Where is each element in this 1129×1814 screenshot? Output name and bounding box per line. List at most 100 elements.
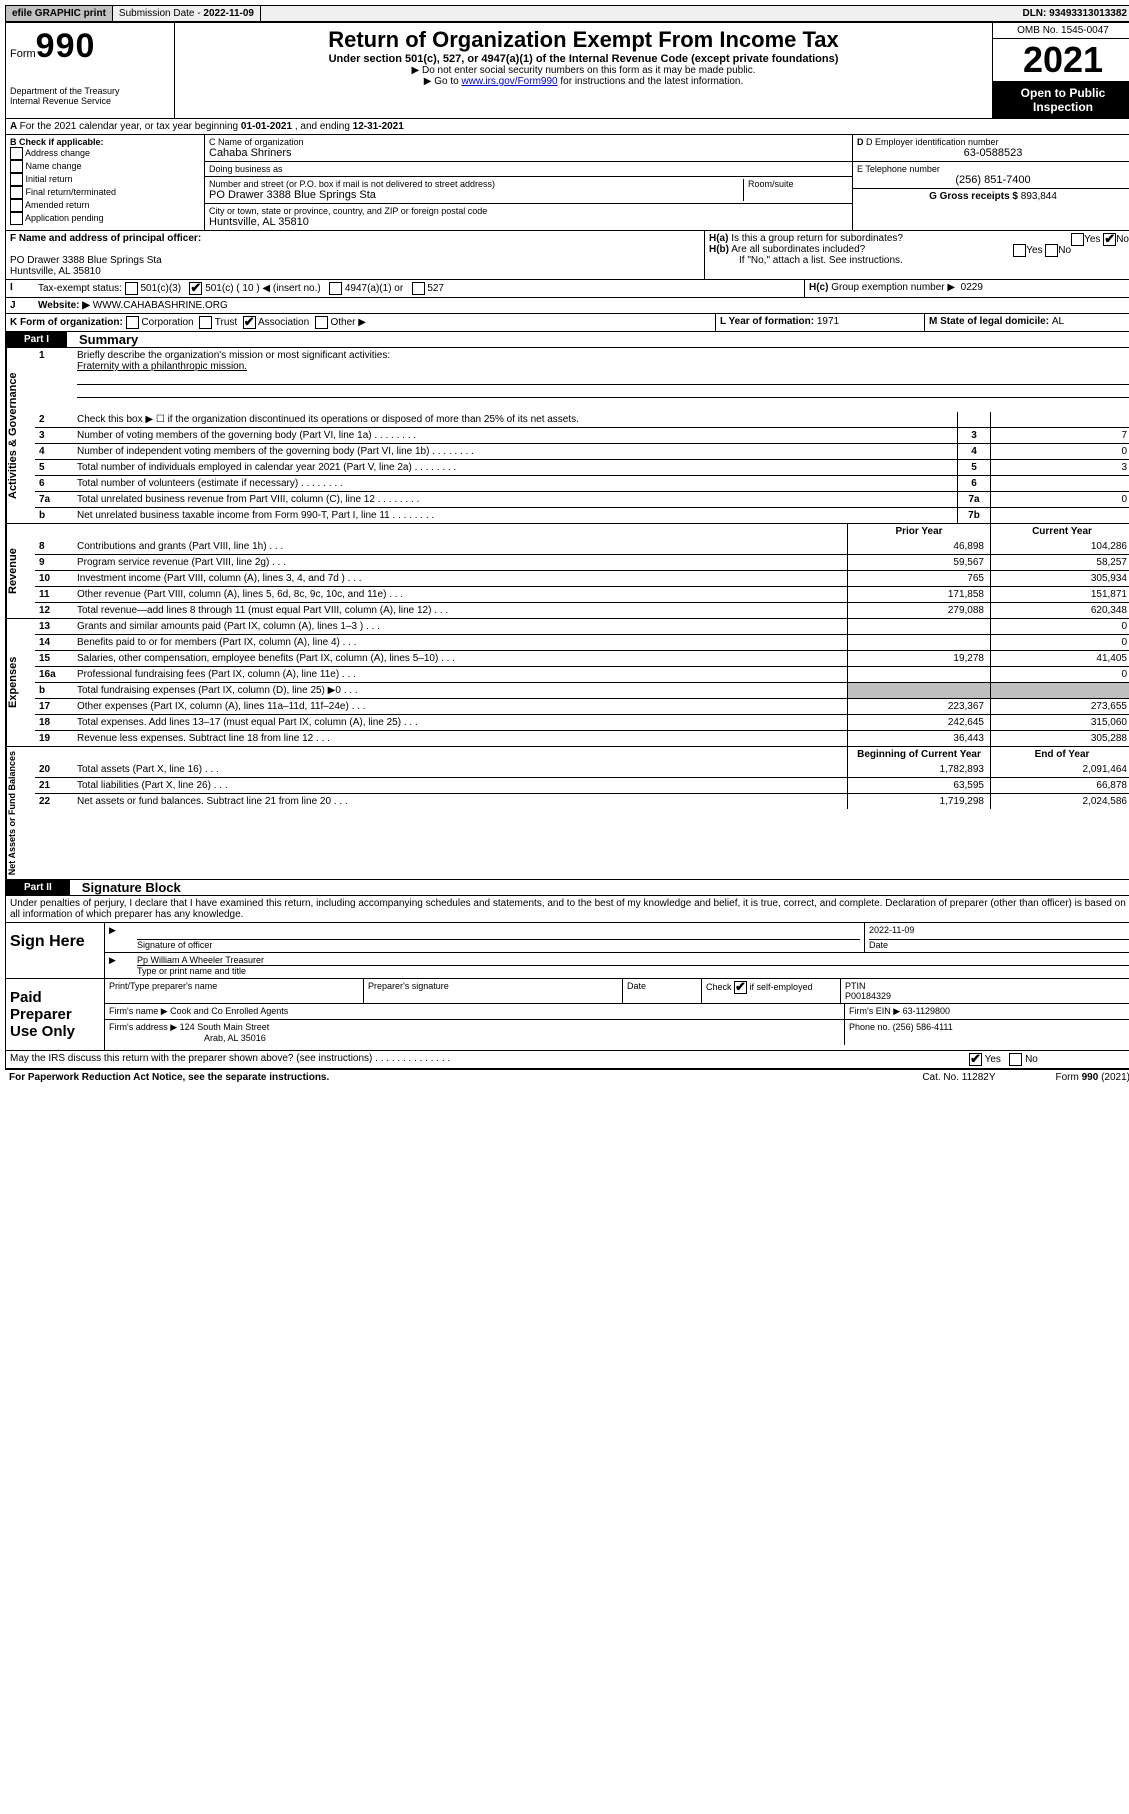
line-9: 9 Program service revenue (Part VIII, li… [35,554,1129,570]
col-d-to-g: D D Employer identification number 63-05… [852,135,1129,230]
firm-phone: (256) 586-4111 [893,1022,953,1032]
ptin: P00184329 [845,991,891,1001]
gov-line-3: 3 Number of voting members of the govern… [35,427,1129,443]
submission-label: Submission Date - [119,8,203,19]
submission-cell: Submission Date - 2022-11-09 [113,6,261,21]
org-street: PO Drawer 3388 Blue Springs Sta [209,189,743,201]
chk-name[interactable] [10,160,23,173]
discuss-row: May the IRS discuss this return with the… [6,1051,1129,1068]
chk-initial[interactable] [10,173,23,186]
top-toolbar: efile GRAPHIC print Submission Date - 20… [5,5,1129,22]
hb-yes[interactable] [1013,244,1026,257]
open-public-badge: Open to Public Inspection [993,82,1129,118]
form-number: Form990 [10,27,170,66]
line-10: 10 Investment income (Part VIII, column … [35,570,1129,586]
gov-line-6: 6 Total number of volunteers (estimate i… [35,475,1129,491]
line-8: 8 Contributions and grants (Part VIII, l… [35,539,1129,554]
line-16a: 16a Professional fundraising fees (Part … [35,666,1129,682]
irs-link[interactable]: www.irs.gov/Form990 [461,76,557,87]
form-header: Form990 Department of the Treasury Inter… [6,23,1129,119]
mission-text: Fraternity with a philanthropic mission. [77,361,247,372]
chk-501c3[interactable] [125,282,138,295]
chk-self-employed[interactable] [734,981,747,994]
section-governance: Activities & Governance 1 Briefly descri… [6,348,1129,524]
year-formation: 1971 [817,316,839,327]
form-subtitle: Under section 501(c), 527, or 4947(a)(1)… [185,53,982,65]
dln-text: DLN: 93493313013382 [1016,6,1129,21]
form-note1: Do not enter social security numbers on … [185,65,982,76]
chk-corp[interactable] [126,316,139,329]
discuss-no[interactable] [1009,1053,1022,1066]
section-b-to-g: B Check if applicable: Address change Na… [6,135,1129,231]
irs-label: Internal Revenue Service [10,96,170,106]
line-22: 22 Net assets or fund balances. Subtract… [35,793,1129,809]
omb-number: OMB No. 1545-0047 [993,23,1129,39]
firm-name: Cook and Co Enrolled Agents [170,1006,288,1016]
submission-date: 2022-11-09 [203,8,254,19]
chk-assoc[interactable] [243,316,256,329]
chk-address[interactable] [10,147,23,160]
line-21: 21 Total liabilities (Part X, line 26) .… [35,777,1129,793]
officer-addr1: PO Drawer 3388 Blue Springs Sta [10,255,162,266]
col-b: B Check if applicable: Address change Na… [6,135,205,230]
line-11: 11 Other revenue (Part VIII, column (A),… [35,586,1129,602]
page-footer: For Paperwork Reduction Act Notice, see … [5,1069,1129,1085]
ha-yes[interactable] [1071,233,1084,246]
efile-button[interactable]: efile GRAPHIC print [6,6,113,21]
gov-line-b: b Net unrelated business taxable income … [35,507,1129,523]
org-city: Huntsville, AL 35810 [209,216,848,228]
line-20: 20 Total assets (Part X, line 16) . . . … [35,762,1129,777]
line-12: 12 Total revenue—add lines 8 through 11 … [35,602,1129,618]
sign-date: 2022-11-09 [869,925,1129,939]
chk-amended[interactable] [10,199,23,212]
line-14: 14 Benefits paid to or for members (Part… [35,634,1129,650]
officer-name: Pp William A Wheeler Treasurer [137,955,1129,965]
gov-line-2: 2 Check this box ▶ ☐ if the organization… [35,412,1129,427]
chk-4947[interactable] [329,282,342,295]
chk-app-pending[interactable] [10,212,23,225]
chk-trust[interactable] [199,316,212,329]
col-c: C Name of organization Cahaba Shriners D… [205,135,852,230]
sign-here-block: Sign Here ▶ Signature of officer 2022-11… [6,923,1129,979]
gov-line-4: 4 Number of independent voting members o… [35,443,1129,459]
tax-year: 2021 [993,39,1129,82]
line-19: 19 Revenue less expenses. Subtract line … [35,730,1129,746]
section-i: I Tax-exempt status: 501(c)(3) 501(c) ( … [6,280,1129,298]
gross-receipts: 893,844 [1021,191,1057,202]
chk-other[interactable] [315,316,328,329]
firm-addr2: Arab, AL 35016 [204,1033,266,1043]
section-revenue: Revenue b Prior Year Current Year 8 Cont… [6,524,1129,619]
line-17: 17 Other expenses (Part IX, column (A), … [35,698,1129,714]
paid-preparer-block: Paid Preparer Use Only Print/Type prepar… [6,979,1129,1051]
gov-line-5: 5 Total number of individuals employed i… [35,459,1129,475]
firm-addr1: 124 South Main Street [180,1022,270,1032]
chk-501c[interactable] [189,282,202,295]
discuss-yes[interactable] [969,1053,982,1066]
cat-no: Cat. No. 11282Y [922,1072,995,1083]
section-f-h: F Name and address of principal officer:… [6,231,1129,280]
dept-label: Department of the Treasury [10,86,170,96]
telephone: (256) 851-7400 [857,174,1129,186]
gov-line-7a: 7a Total unrelated business revenue from… [35,491,1129,507]
section-k-l-m: K Form of organization: Corporation Trus… [6,314,1129,332]
ha-no[interactable] [1103,233,1116,246]
officer-addr2: Huntsville, AL 35810 [10,266,101,277]
line-18: 18 Total expenses. Add lines 13–17 (must… [35,714,1129,730]
org-name: Cahaba Shriners [209,147,848,159]
part2-header: Part II Signature Block [6,880,1129,896]
chk-final[interactable] [10,186,23,199]
form-note2: ▶ Go to www.irs.gov/Form990 for instruct… [185,76,982,87]
line-b: b Total fundraising expenses (Part IX, c… [35,682,1129,698]
hb-no[interactable] [1045,244,1058,257]
penalties-text: Under penalties of perjury, I declare th… [6,896,1129,923]
chk-527[interactable] [412,282,425,295]
part1-header: Part I Summary [6,332,1129,348]
form-ref: Form 990 (2021) [1056,1072,1129,1083]
group-exemption: 0229 [961,282,983,293]
website: WWW.CAHABASHRINE.ORG [93,300,228,311]
section-expenses: Expenses 13 Grants and similar amounts p… [6,619,1129,747]
ein: 63-0588523 [857,147,1129,159]
form-title: Return of Organization Exempt From Incom… [185,27,982,53]
section-net-assets: Net Assets or Fund Balances x Beginning … [6,747,1129,880]
state-domicile: AL [1052,316,1064,327]
